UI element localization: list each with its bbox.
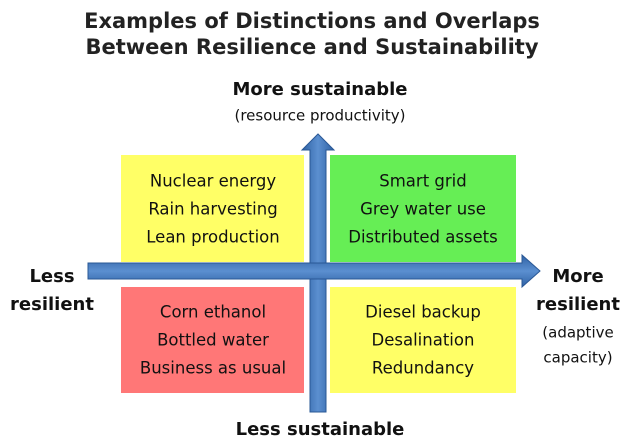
quadrant-box <box>330 287 516 393</box>
quadrant-item: Distributed assets <box>348 228 498 247</box>
quadrant-item: Business as usual <box>140 359 286 378</box>
bottom-axis-label: Less sustainable <box>236 419 405 440</box>
left-axis-label: Less <box>29 266 74 287</box>
title-line: Examples of Distinctions and Overlaps <box>84 9 540 33</box>
quadrant-item: Corn ethanol <box>160 303 266 322</box>
top-axis-label: More sustainable <box>232 79 407 100</box>
quadrant-item: Redundancy <box>372 359 474 378</box>
top-axis-sublabel: (resource productivity) <box>234 107 405 125</box>
right-axis-sublabel: capacity) <box>543 349 612 367</box>
quadrant-box <box>121 287 304 393</box>
quadrant-item: Smart grid <box>379 172 466 191</box>
title-line: Between Resilience and Sustainability <box>85 35 538 59</box>
quadrant-item: Lean production <box>146 228 279 247</box>
right-axis-sublabel: (adaptive <box>542 324 613 342</box>
quadrant-item: Rain harvesting <box>148 200 277 219</box>
quadrant-item: Nuclear energy <box>150 172 276 191</box>
horizontal-arrow <box>87 253 541 289</box>
right-axis-label: resilient <box>536 294 620 315</box>
left-axis-label: resilient <box>10 294 94 315</box>
quadrant-box <box>330 155 516 262</box>
quadrant-box <box>121 155 304 262</box>
right-axis-label: More <box>552 266 603 287</box>
quadrant-item: Desalination <box>372 331 475 350</box>
quadrant-item: Grey water use <box>360 200 486 219</box>
quadrant-item: Diesel backup <box>365 303 481 322</box>
quadrant-item: Bottled water <box>157 331 269 350</box>
